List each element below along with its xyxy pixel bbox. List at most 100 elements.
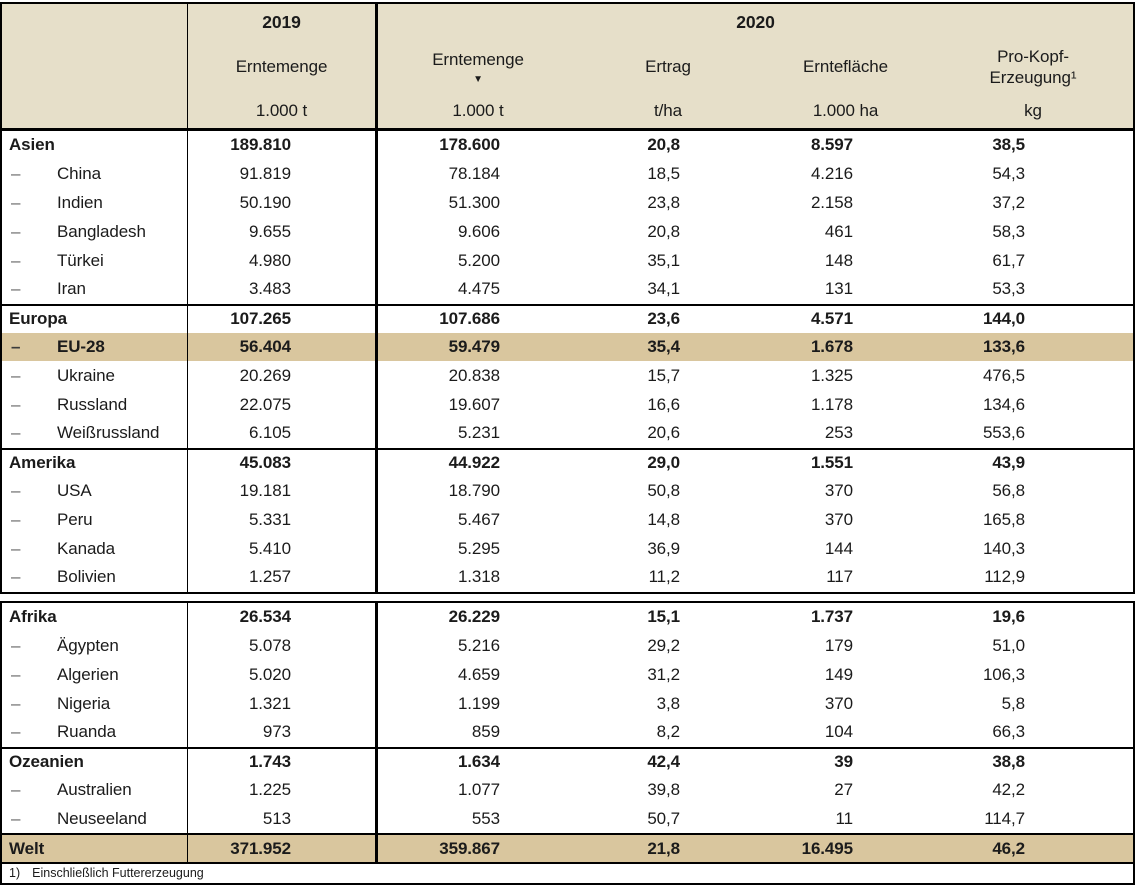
table-row--gypten: – Ägypten 5.078 5.216 29,2 179 51,0: [2, 631, 1133, 661]
value-cell: 476,5: [982, 365, 1025, 385]
value-cell: 461: [824, 221, 853, 241]
value-cell: 50,7: [647, 808, 680, 828]
region-name: Europa: [9, 309, 67, 329]
region-name-cell: – EU-28: [2, 332, 188, 362]
region-name-cell: – Ägypten: [2, 631, 188, 661]
value-cell: 8.597: [810, 135, 853, 155]
value-cell: 46,2: [992, 838, 1025, 858]
header-2020-group: 2020 Erntemenge ▼ Ertrag Erntefläche Pro…: [378, 4, 1133, 128]
table-body-lower: Afrika 26.534 26.229 15,1 1.737 19,6 – Ägypten 5…: [2, 602, 1133, 862]
table-row-t-rkei: – Türkei 4.980 5.200 35,1 148 61,7: [2, 246, 1133, 275]
region-name-cell: – Türkei: [2, 246, 188, 275]
value-cell: 35,1: [647, 250, 680, 270]
value-cell: 6.105: [188, 418, 378, 448]
column-label-erntemenge-2020: Erntemenge ▼: [432, 50, 524, 85]
value-cell: 21,8: [647, 838, 680, 858]
region-name: Indien: [57, 192, 103, 212]
value-cell: 20,6: [647, 423, 680, 443]
value-cell: 1.077: [457, 779, 500, 799]
value-cell: 50,8: [647, 480, 680, 500]
region-name-cell: Europa: [2, 305, 188, 333]
column-label-ernteflaeche: Erntefläche: [803, 57, 888, 77]
region-name-cell: Asien: [2, 131, 188, 160]
value-cell: 114,7: [984, 808, 1025, 828]
value-cell: 178.600: [439, 135, 500, 155]
value-cell: 9.606: [457, 221, 500, 241]
value-cell: 1.737: [810, 607, 853, 627]
value-cell: 29,0: [647, 453, 680, 473]
value-cell: 1.199: [457, 693, 500, 713]
region-name: Ägypten: [57, 635, 119, 655]
region-name-cell: – Ukraine: [2, 361, 188, 391]
region-name: Ozeanien: [9, 752, 84, 772]
region-name-cell: – Bolivien: [2, 562, 188, 592]
value-cell: 5.078: [188, 631, 378, 661]
value-cell: 131: [824, 279, 853, 299]
sub-item-dash-icon: –: [11, 538, 21, 558]
sub-item-dash-icon: –: [11, 509, 21, 529]
value-cell: 15,7: [647, 365, 680, 385]
column-label-pro-kopf-erzeugung: Pro-Kopf-Erzeugung¹: [989, 46, 1077, 87]
column-label-erntemenge-2019: Erntemenge: [235, 57, 328, 76]
region-name: Ruanda: [57, 722, 116, 742]
value-cell: 36,9: [647, 538, 680, 558]
value-cell: 54,3: [992, 164, 1025, 184]
value-cell: 112,9: [984, 567, 1025, 587]
value-cell: 4.980: [188, 246, 378, 275]
region-name-cell: – Ruanda: [2, 717, 188, 747]
table-row-ukraine: – Ukraine 20.269 20.838 15,7 1.325 476,5: [2, 361, 1133, 391]
value-cell: 42,2: [992, 779, 1025, 799]
value-cell: 107.686: [439, 309, 500, 329]
value-cell: 371.952: [188, 835, 378, 862]
region-name: China: [57, 164, 101, 184]
value-cell: 42,4: [647, 752, 680, 772]
value-cell: 1.743: [188, 748, 378, 776]
value-cell: 106,3: [982, 664, 1025, 684]
table-row-china: – China 91.819 78.184 18,5 4.216 54,3: [2, 159, 1133, 189]
header-empty-cell: [2, 4, 188, 128]
table-row-russland: – Russland 22.075 19.607 16,6 1.178 134,6: [2, 390, 1133, 419]
value-cell: 165,8: [982, 509, 1025, 529]
table-row-eu-28: – EU-28 56.404 59.479 35,4 1.678 133,6: [2, 332, 1133, 362]
region-name-cell: – Australien: [2, 775, 188, 805]
region-name: USA: [57, 480, 92, 500]
region-name-cell: – Bangladesh: [2, 217, 188, 247]
region-name-cell: – Peru: [2, 505, 188, 535]
value-cell: 3,8: [656, 693, 680, 713]
value-cell: 56.404: [188, 332, 378, 362]
region-name: Iran: [57, 279, 86, 299]
value-cell: 370: [824, 509, 853, 529]
region-name: Bangladesh: [57, 221, 146, 241]
region-name-cell: – Nigeria: [2, 689, 188, 718]
value-cell: 1.318: [457, 567, 500, 587]
value-cell: 144,0: [982, 309, 1025, 329]
harvest-table-lower-block: Afrika 26.534 26.229 15,1 1.737 19,6 – Ägypten 5…: [0, 600, 1135, 885]
value-cell: 5.331: [188, 505, 378, 535]
header-2019-column: 2019 Erntemenge 1.000 t: [188, 4, 378, 128]
sub-item-dash-icon: –: [11, 164, 21, 184]
table-row-algerien: – Algerien 5.020 4.659 31,2 149 106,3: [2, 660, 1133, 690]
value-cell: 27: [834, 779, 853, 799]
value-cell: 26.534: [188, 602, 378, 632]
value-cell: 5,8: [1001, 693, 1025, 713]
value-cell: 53,3: [992, 279, 1025, 299]
table-row-ruanda: – Ruanda 973 859 8,2 104 66,3: [2, 717, 1133, 747]
value-cell: 19,6: [992, 607, 1025, 627]
value-cell: 370: [824, 693, 853, 713]
sub-item-dash-icon: –: [11, 365, 21, 385]
value-cell: 44.922: [448, 453, 501, 473]
value-cell: 189.810: [188, 131, 378, 160]
value-cell: 4.216: [810, 164, 853, 184]
table-row-bangladesh: – Bangladesh 9.655 9.606 20,8 461 58,3: [2, 217, 1133, 247]
sub-item-dash-icon: –: [11, 567, 21, 587]
table-row-nigeria: – Nigeria 1.321 1.199 3,8 370 5,8: [2, 689, 1133, 718]
value-cell: 45.083: [188, 449, 378, 477]
value-cell: 35,4: [647, 336, 680, 356]
region-name: EU-28: [57, 336, 105, 356]
table-row-iran: – Iran 3.483 4.475 34,1 131 53,3: [2, 274, 1133, 304]
region-name: Nigeria: [57, 693, 111, 713]
value-cell: 1.257: [188, 562, 378, 592]
value-cell: 140,3: [982, 538, 1025, 558]
table-row-bolivien: – Bolivien 1.257 1.318 11,2 117 112,9: [2, 562, 1133, 592]
region-name-cell: – Iran: [2, 274, 188, 304]
